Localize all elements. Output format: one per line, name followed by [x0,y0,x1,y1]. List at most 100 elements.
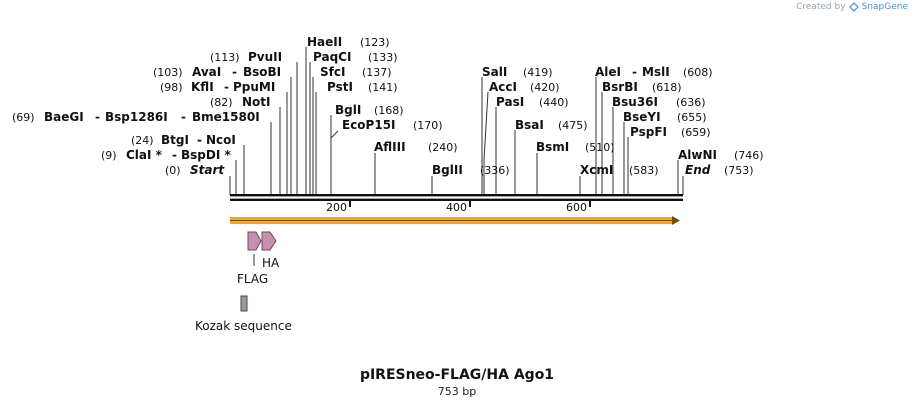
enzyme-bsobi-name: BsoBI [243,65,281,79]
enzyme-alei-dash: - [632,65,637,79]
flag-arrow-icon [247,231,262,251]
enzyme-baegi-name: BaeGI [44,110,84,124]
enzyme-ecop15i-pos: (170) [413,119,443,132]
enzyme-baegi-pos: (69) [12,111,35,124]
watermark-brand: SnapGene [861,2,908,12]
enzyme-pasi-name: PasI [496,95,524,109]
enzyme-bsp1286i-name: Bsp1286I [105,110,168,124]
enzyme-baegi-dash2: - [181,110,186,124]
enzyme-bglii-pos: (336) [480,164,510,177]
flag-label: FLAG [237,272,268,286]
enzyme-baegi-dash: - [95,110,100,124]
orf-arrowhead-icon [672,216,680,225]
enzyme-bsu36i-pos: (636) [676,96,706,109]
enzyme-pvuii-name: PvuII [248,50,282,64]
enzyme-kfli-name: KflI [191,80,214,94]
orf-feature[interactable] [230,216,680,225]
enzyme-sali-pos: (419) [523,66,553,79]
enzyme-bsmi-pos: (510) [585,141,615,154]
enzyme-msli-name: MslI [642,65,670,79]
enzyme-btgi-name: BtgI [161,133,189,147]
enzyme-bsrbi-name: BsrBI [602,80,638,94]
enzyme-avai-name: AvaI [192,65,221,79]
kozak-feature[interactable]: Kozak sequence [195,295,292,333]
enzyme-bgli-name: BglI [335,103,361,117]
enzyme-alei-name: AleI [595,65,621,79]
enzyme-bsai-name: BsaI [515,118,544,132]
enzyme-avai-dash: - [232,65,237,79]
enzyme-paqci-pos: (133) [368,51,398,64]
enzyme-sfci-name: SfcI [320,65,345,79]
enzyme-alwni-name: AlwNI [678,148,717,162]
enzyme-btgi-dash: - [197,133,202,147]
enzyme-afliii-pos: (240) [428,141,458,154]
enzyme-sali-name: SalI [482,65,507,79]
dna-backbone: 200 400 600 [230,194,683,214]
enzyme-paqci-name: PaqCI [313,50,351,64]
backbone-bottom-strand [230,198,683,201]
enzyme-noti-name: NotI [242,95,271,109]
enzyme-bsu36i-name: Bsu36I [612,95,658,109]
plasmid-title: pIRESneo-FLAG/HA Ago1 [359,367,555,383]
enzyme-noti-pos: (82) [210,96,233,109]
enzyme-pspfi-name: PspFI [630,125,667,139]
enzyme-haeii-pos: (123) [360,36,390,49]
enzyme-ppumi-name: PpuMI [233,80,275,94]
enzyme-end-pos: (753) [724,164,754,177]
plasmid-length: 753 bp [437,385,477,398]
enzyme-bspdi-name: BspDI * [181,148,231,162]
enzyme-start-pos: (0) [165,164,181,177]
enzyme-afliii-name: AflIII [374,140,406,154]
enzyme-psti-name: PstI [327,80,353,94]
ha-feature[interactable]: HA [261,231,280,270]
ha-arrow-icon [261,231,277,251]
enzyme-clai-pos: (9) [101,149,117,162]
enzyme-acci-name: AccI [489,80,517,94]
enzyme-labels: (0) Start (9) ClaI * - BspDI * (24) BtgI… [12,35,764,177]
kozak-box [240,295,248,312]
enzyme-btgi-pos: (24) [131,134,154,147]
enzyme-start-name: Start [190,163,225,177]
enzyme-pasi-pos: (440) [539,96,569,109]
enzyme-pspfi-pos: (659) [681,126,711,139]
enzyme-bsai-pos: (475) [558,119,588,132]
enzyme-sfci-pos: (137) [362,66,392,79]
enzyme-bme1580i-name: Bme1580I [192,110,260,124]
enzyme-bglii-name: BglII [432,163,463,177]
enzyme-acci-pos: (420) [530,81,560,94]
enzyme-xcmi-name: XcmI [580,163,613,177]
enzyme-kfli-pos: (98) [160,81,183,94]
enzyme-ncoi-name: NcoI [206,133,236,147]
snapgene-logo-icon [848,2,859,12]
enzyme-pvuii-pos: (113) [210,51,240,64]
cut-line-ecop15i [330,130,339,139]
enzyme-xcmi-pos: (583) [629,164,659,177]
cut-line-acci [483,91,489,161]
enzyme-haeii-name: HaeII [307,35,342,49]
enzyme-kfli-dash: - [224,80,229,94]
kozak-label: Kozak sequence [195,319,292,333]
enzyme-bseyi-pos: (655) [677,111,707,124]
backbone-top-strand [230,194,683,197]
enzyme-ecop15i-name: EcoP15I [342,118,396,132]
enzyme-psti-pos: (141) [368,81,398,94]
enzyme-end-name: End [685,163,711,177]
enzyme-clai-name: ClaI * [126,148,163,162]
watermark-prefix: Created by [796,2,846,12]
enzyme-alei-pos: (608) [683,66,713,79]
enzyme-bgli-pos: (168) [374,104,404,117]
flag-feature[interactable]: FLAG [237,231,268,286]
ruler-label-400: 400 [446,201,467,214]
enzyme-alwni-pos: (746) [734,149,764,162]
enzyme-clai-dash: - [172,148,177,162]
ruler-label-600: 600 [566,201,587,214]
enzyme-bseyi-name: BseYI [623,110,661,124]
enzyme-avai-pos: (103) [153,66,183,79]
cut-site-lines [229,47,684,195]
enzyme-bsmi-name: BsmI [536,140,569,154]
enzyme-bsrbi-pos: (618) [652,81,682,94]
snapgene-watermark: Created by SnapGene [796,2,908,12]
ruler-label-200: 200 [326,201,347,214]
ha-label: HA [262,256,280,270]
